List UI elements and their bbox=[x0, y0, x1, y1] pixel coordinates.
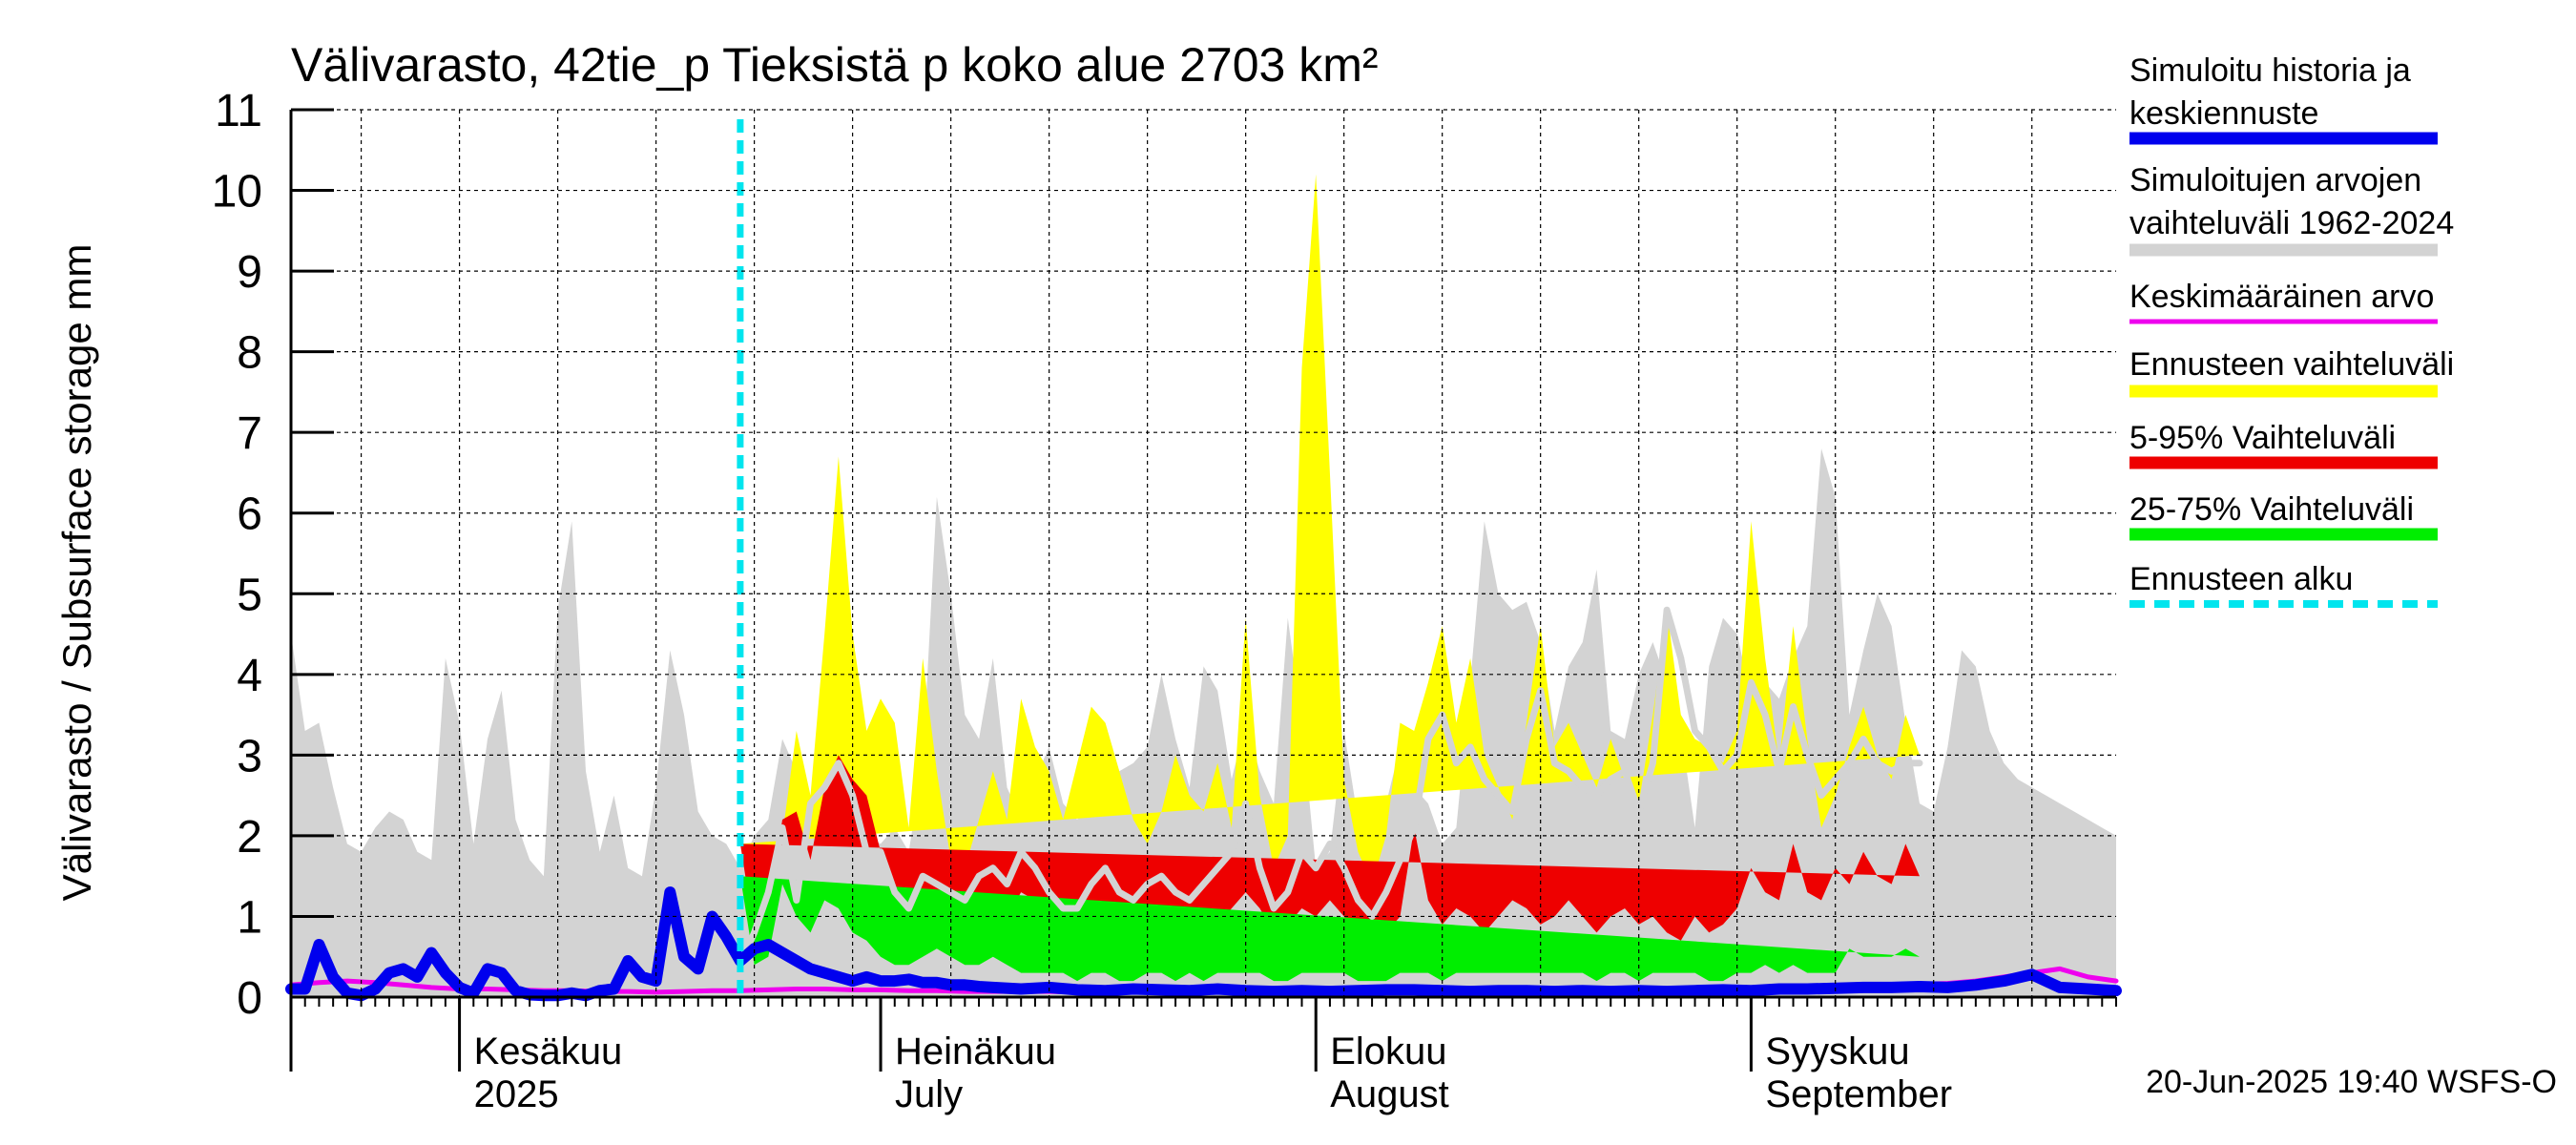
y-tick-label-5: 5 bbox=[237, 570, 262, 620]
legend-label-3: Keskimääräinen arvo bbox=[2129, 279, 2434, 315]
gridlines bbox=[291, 109, 2116, 997]
plot-area bbox=[285, 110, 2122, 1002]
band-series-3 bbox=[739, 755, 1920, 949]
month-label-sub-3: September bbox=[1765, 1073, 1952, 1115]
footer-timestamp: 20-Jun-2025 19:40 WSFS-O bbox=[2146, 1064, 2557, 1100]
legend: Simuloitu historia ja keskiennuste Simuloi… bbox=[2129, 52, 2454, 608]
chart-title: Välivarasto, 42tie_p Tieksistä p koko al… bbox=[291, 38, 1379, 92]
y-axis-label: Välivarasto / Subsurface storage mm bbox=[54, 244, 99, 902]
legend-label-7: Ennusteen alku bbox=[2129, 561, 2353, 597]
line-series-1 bbox=[737, 606, 1923, 968]
y-tick-label-11: 11 bbox=[215, 86, 262, 136]
legend-label-5: 5-95% Vaihteluväli bbox=[2129, 420, 2396, 456]
legend-label-2-line2: vaihteluväli 1962-2024 bbox=[2129, 205, 2454, 241]
legend-label-1-line2: keskiennuste bbox=[2129, 95, 2318, 132]
y-tick-label-2: 2 bbox=[237, 812, 262, 863]
month-label-sub-1: July bbox=[895, 1073, 963, 1115]
month-label-sub-2: August bbox=[1330, 1073, 1449, 1115]
legend-label-2: Simuloitujen arvojen bbox=[2129, 162, 2421, 198]
month-label-1: Heinäkuu bbox=[895, 1030, 1056, 1072]
y-tick-label-6: 6 bbox=[237, 489, 262, 540]
y-tick-label-10: 10 bbox=[212, 167, 262, 218]
legend-label-4: Ennusteen vaihteluväli bbox=[2129, 346, 2454, 383]
y-tick-label-7: 7 bbox=[237, 408, 262, 459]
band-series-4 bbox=[739, 876, 1920, 982]
legend-label-1: Simuloitu historia ja bbox=[2129, 52, 2411, 89]
y-tick-label-8: 8 bbox=[237, 328, 262, 379]
line-series-3 bbox=[285, 886, 2122, 1002]
y-tick-label-4: 4 bbox=[237, 651, 262, 701]
y-tick-label-9: 9 bbox=[237, 247, 262, 298]
month-label-sub-0: 2025 bbox=[474, 1073, 559, 1115]
month-label-3: Syyskuu bbox=[1765, 1030, 1909, 1072]
month-label-2: Elokuu bbox=[1330, 1030, 1446, 1072]
legend-label-6: 25-75% Vaihteluväli bbox=[2129, 491, 2414, 528]
y-tick-label-0: 0 bbox=[237, 973, 262, 1024]
y-tick-label-3: 3 bbox=[237, 731, 262, 781]
y-tick-label-1: 1 bbox=[237, 892, 262, 943]
band-series-2 bbox=[739, 174, 1920, 901]
month-label-0: Kesäkuu bbox=[474, 1030, 623, 1072]
